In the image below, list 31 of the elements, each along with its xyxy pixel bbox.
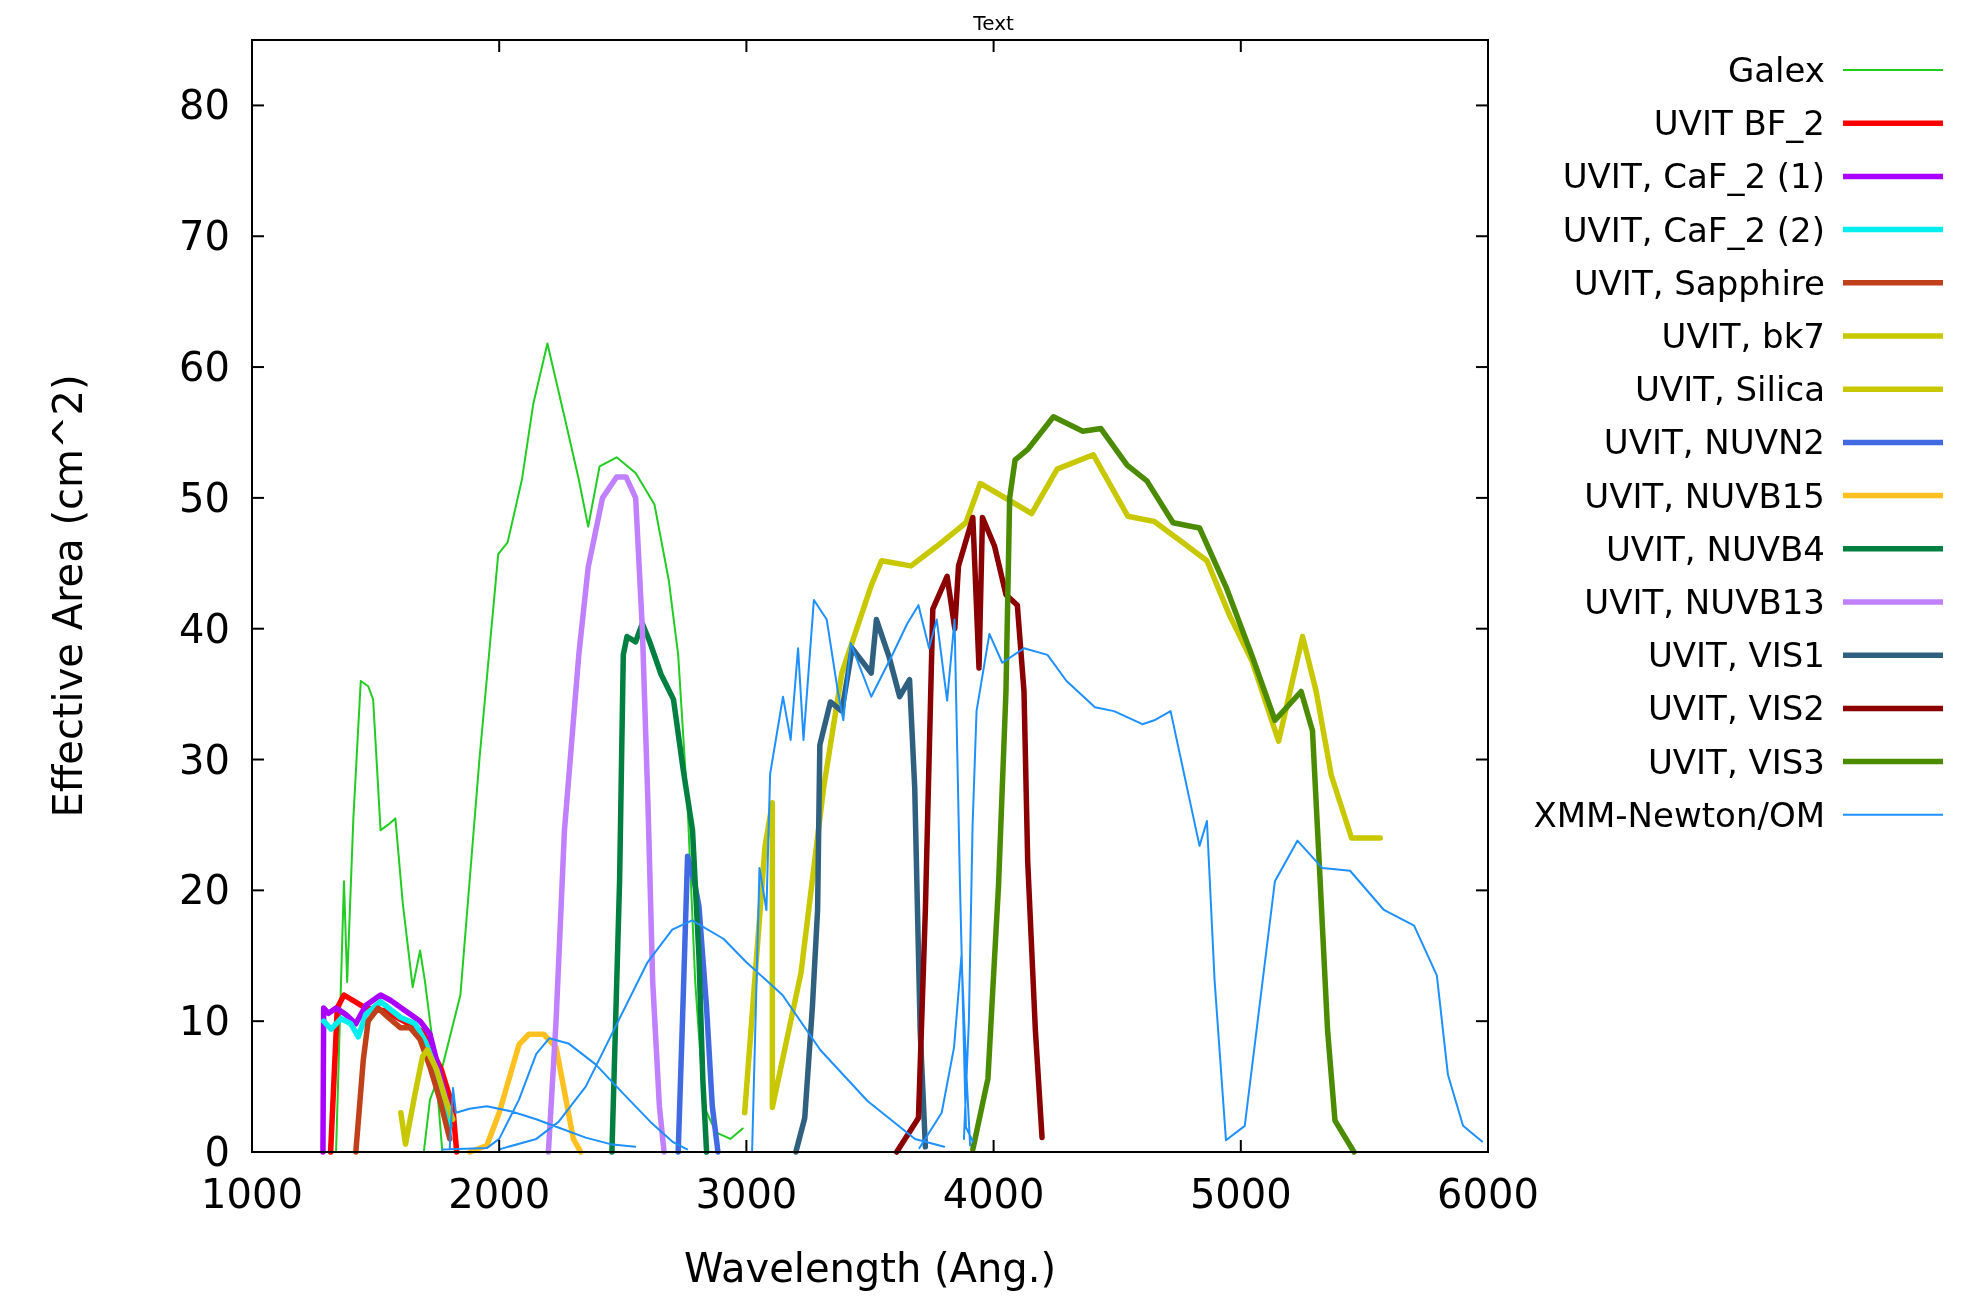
y-tick-label: 20 [179,867,230,914]
legend-label: UVIT, NUVB13 [1584,582,1825,622]
x-axis-title: Wavelength (Ang.) [683,1245,1057,1291]
y-tick-label: 70 [179,213,230,260]
y-tick-label: 80 [179,82,230,129]
legend-label: UVIT BF_2 [1653,103,1825,144]
legend-label: UVIT, CaF_2 (2) [1562,209,1825,250]
legend-label: UVIT, NUVN2 [1603,422,1825,463]
legend-label: UVIT, Sapphire [1573,262,1825,303]
y-tick-label: 60 [179,344,230,391]
legend-label: UVIT, NUVB4 [1605,528,1825,569]
x-tick-label: 4000 [942,1171,1045,1217]
x-tick-label: 6000 [1437,1171,1539,1217]
legend-label: UVIT, VIS2 [1647,688,1825,729]
y-tick-label: 50 [179,474,230,521]
legend-label: UVIT, VIS3 [1647,741,1825,782]
legend-label: UVIT, NUVB15 [1584,475,1825,516]
y-tick-label: 10 [179,998,230,1045]
x-tick-label: 3000 [695,1171,798,1217]
x-tick-label: 5000 [1189,1171,1292,1217]
y-tick-label: 30 [179,736,230,783]
legend-label: Galex [1727,50,1825,90]
legend-label: UVIT, Silica [1634,369,1825,410]
y-axis-title: Effective Area (cm^2) [45,374,91,818]
legend-label: UVIT, VIS1 [1647,635,1825,676]
legend-label: UVIT, bk7 [1661,316,1825,356]
y-tick-label: 40 [179,605,230,652]
legend-label: XMM-Newton/OM [1533,794,1825,835]
chart-title: Text [972,11,1014,35]
legend-label: UVIT, CaF_2 (1) [1562,156,1825,197]
x-tick-label: 2000 [448,1171,551,1217]
